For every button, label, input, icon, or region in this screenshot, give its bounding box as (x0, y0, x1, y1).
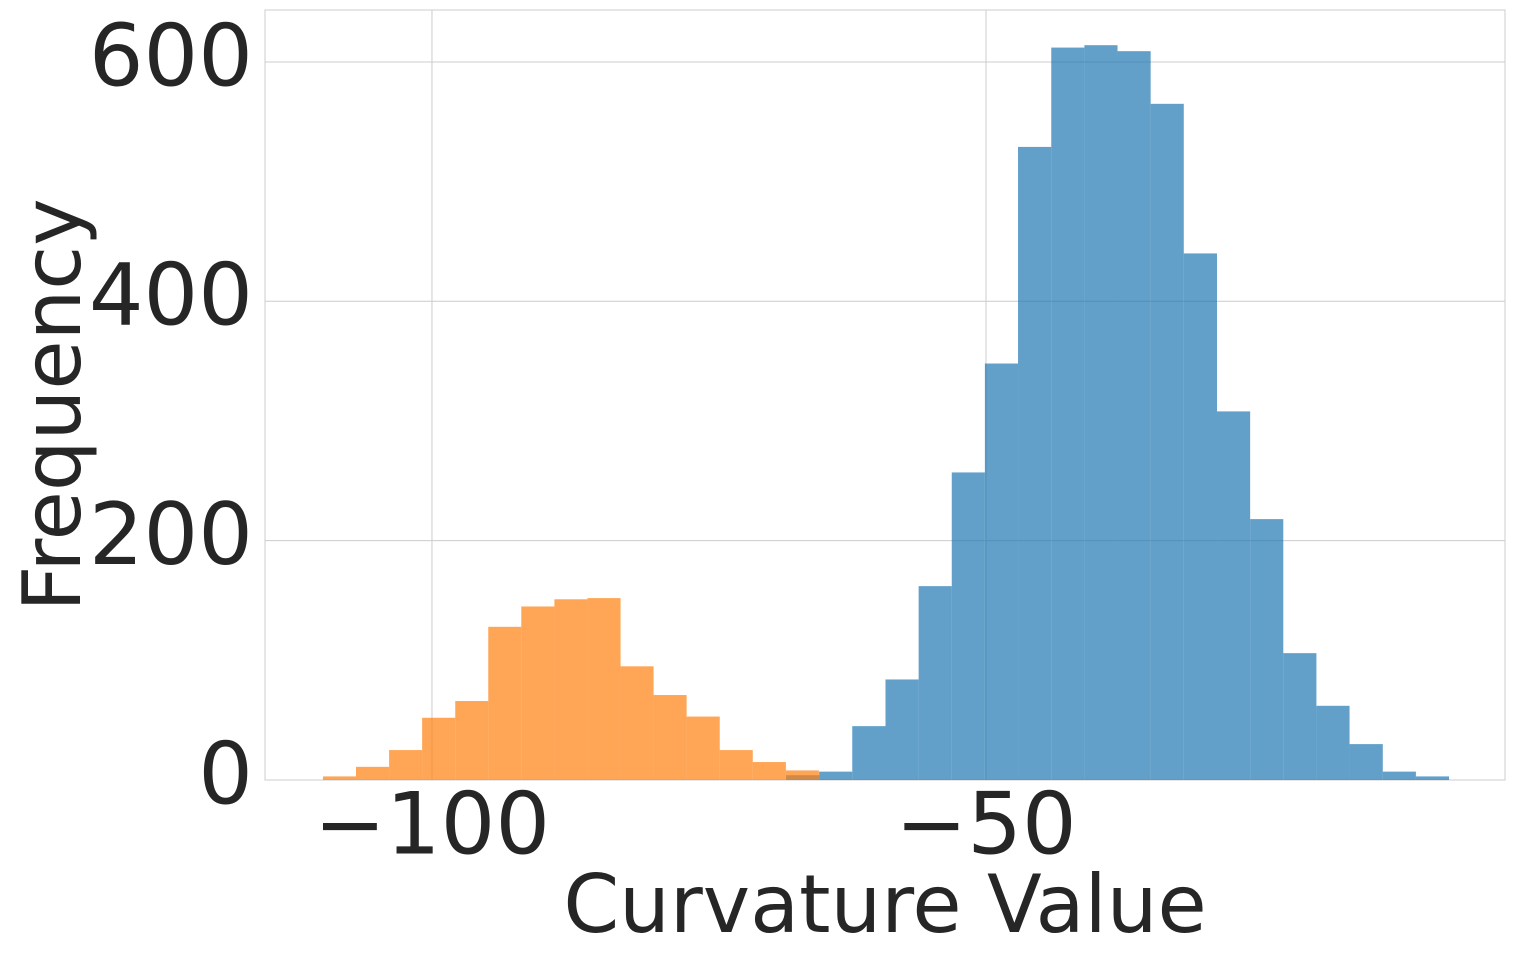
histogram-bar (389, 750, 423, 780)
histogram-bar (455, 701, 489, 780)
histogram-bar (1283, 653, 1317, 780)
histogram-bar (587, 598, 621, 780)
histogram-bar (752, 762, 786, 780)
histogram-bar (1382, 771, 1416, 780)
histogram-bar (852, 726, 886, 780)
histogram-bar (653, 695, 687, 780)
histogram-bar (521, 606, 555, 780)
histogram-bar (1415, 776, 1450, 780)
histogram-bar (1018, 146, 1052, 781)
histogram-bar (1217, 411, 1251, 780)
y-tick-label: 400 (89, 246, 253, 346)
histogram-bar (951, 472, 985, 780)
histogram-bar (1051, 47, 1085, 780)
x-tick-label: −100 (314, 774, 550, 874)
histogram-bar (322, 776, 356, 780)
histogram-bar (918, 586, 952, 780)
histogram-bar (819, 771, 853, 780)
histogram-bar (1117, 51, 1151, 781)
histogram-bar (1349, 744, 1383, 780)
histogram-bar (355, 766, 390, 780)
y-tick-label: 0 (198, 724, 253, 824)
y-axis-label: Frequency (6, 198, 99, 611)
x-tick-label: −50 (895, 774, 1077, 874)
histogram-bar (422, 717, 456, 780)
histogram-bar (488, 626, 522, 780)
histogram-bar (984, 363, 1019, 780)
histogram-bar (686, 716, 720, 780)
histogram-bar (719, 750, 753, 780)
histogram-bar (554, 599, 588, 780)
histogram-bar (1150, 103, 1184, 781)
histogram-bar (885, 679, 919, 780)
histogram-bar (620, 666, 654, 780)
histogram-bar (1084, 45, 1118, 781)
histogram-bar (1183, 253, 1218, 781)
histogram-bar (785, 770, 819, 780)
y-tick-label: 600 (89, 6, 253, 106)
y-tick-label: 200 (89, 485, 253, 585)
histogram-bar (1316, 705, 1350, 780)
plot-area (264, 9, 1506, 781)
histogram-bar (1250, 519, 1284, 780)
x-axis-label: Curvature Value (563, 858, 1206, 951)
